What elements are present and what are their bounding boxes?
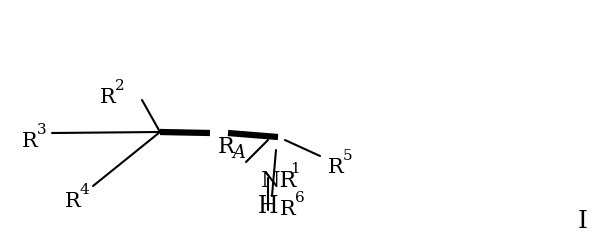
Text: R: R [280,200,296,219]
Text: R: R [100,88,116,107]
Text: R: R [218,136,235,158]
Text: 4: 4 [80,183,90,197]
Text: 1: 1 [290,162,299,176]
Text: R: R [65,192,80,211]
Text: 2: 2 [115,79,125,93]
Text: 6: 6 [295,191,305,205]
Text: NR: NR [261,170,297,192]
Text: A: A [232,144,245,162]
Text: R: R [22,132,38,151]
Text: R: R [328,158,344,177]
Text: I: I [578,210,588,233]
Text: 5: 5 [343,149,353,163]
Text: 3: 3 [37,123,47,137]
Text: H: H [258,195,278,218]
